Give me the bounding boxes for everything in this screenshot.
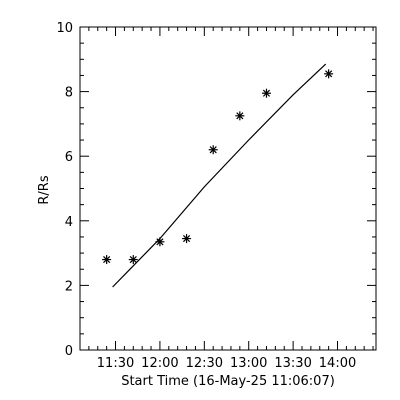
x-tick-label: 13:00	[230, 356, 267, 371]
x-tick-label: 14:00	[319, 356, 356, 371]
data-markers	[102, 69, 334, 265]
x-axis-title: Start Time (16-May-25 11:06:07)	[121, 374, 335, 389]
data-point-marker	[261, 88, 271, 98]
minor-ticks	[79, 27, 376, 350]
data-point-marker	[155, 237, 165, 247]
y-tick-label: 2	[65, 279, 73, 294]
y-tick-label: 4	[65, 215, 73, 230]
y-tick-label: 8	[65, 86, 73, 101]
y-tick-label: 0	[65, 344, 73, 359]
y-tick-label: 10	[56, 21, 73, 36]
x-tick-label: 12:30	[186, 356, 223, 371]
x-tick-label: 11:30	[97, 356, 134, 371]
y-axis-title: R/Rs	[37, 175, 52, 204]
fit-curve	[112, 63, 327, 288]
major-ticks	[80, 26, 376, 351]
y-tick-label: 6	[65, 150, 73, 165]
x-tick-label: 13:30	[274, 356, 311, 371]
x-tick-labels: 11:30 12:00 12:30 13:00 13:30 14:00	[97, 356, 356, 371]
data-point-marker	[235, 111, 245, 121]
data-point-marker	[182, 234, 192, 244]
data-point-marker	[128, 255, 138, 265]
x-tick-label: 12:00	[141, 356, 178, 371]
data-point-marker	[324, 69, 334, 79]
data-point-marker	[102, 255, 112, 265]
data-point-marker	[208, 145, 218, 155]
y-tick-labels: 0 2 4 6 8 10	[56, 21, 73, 359]
